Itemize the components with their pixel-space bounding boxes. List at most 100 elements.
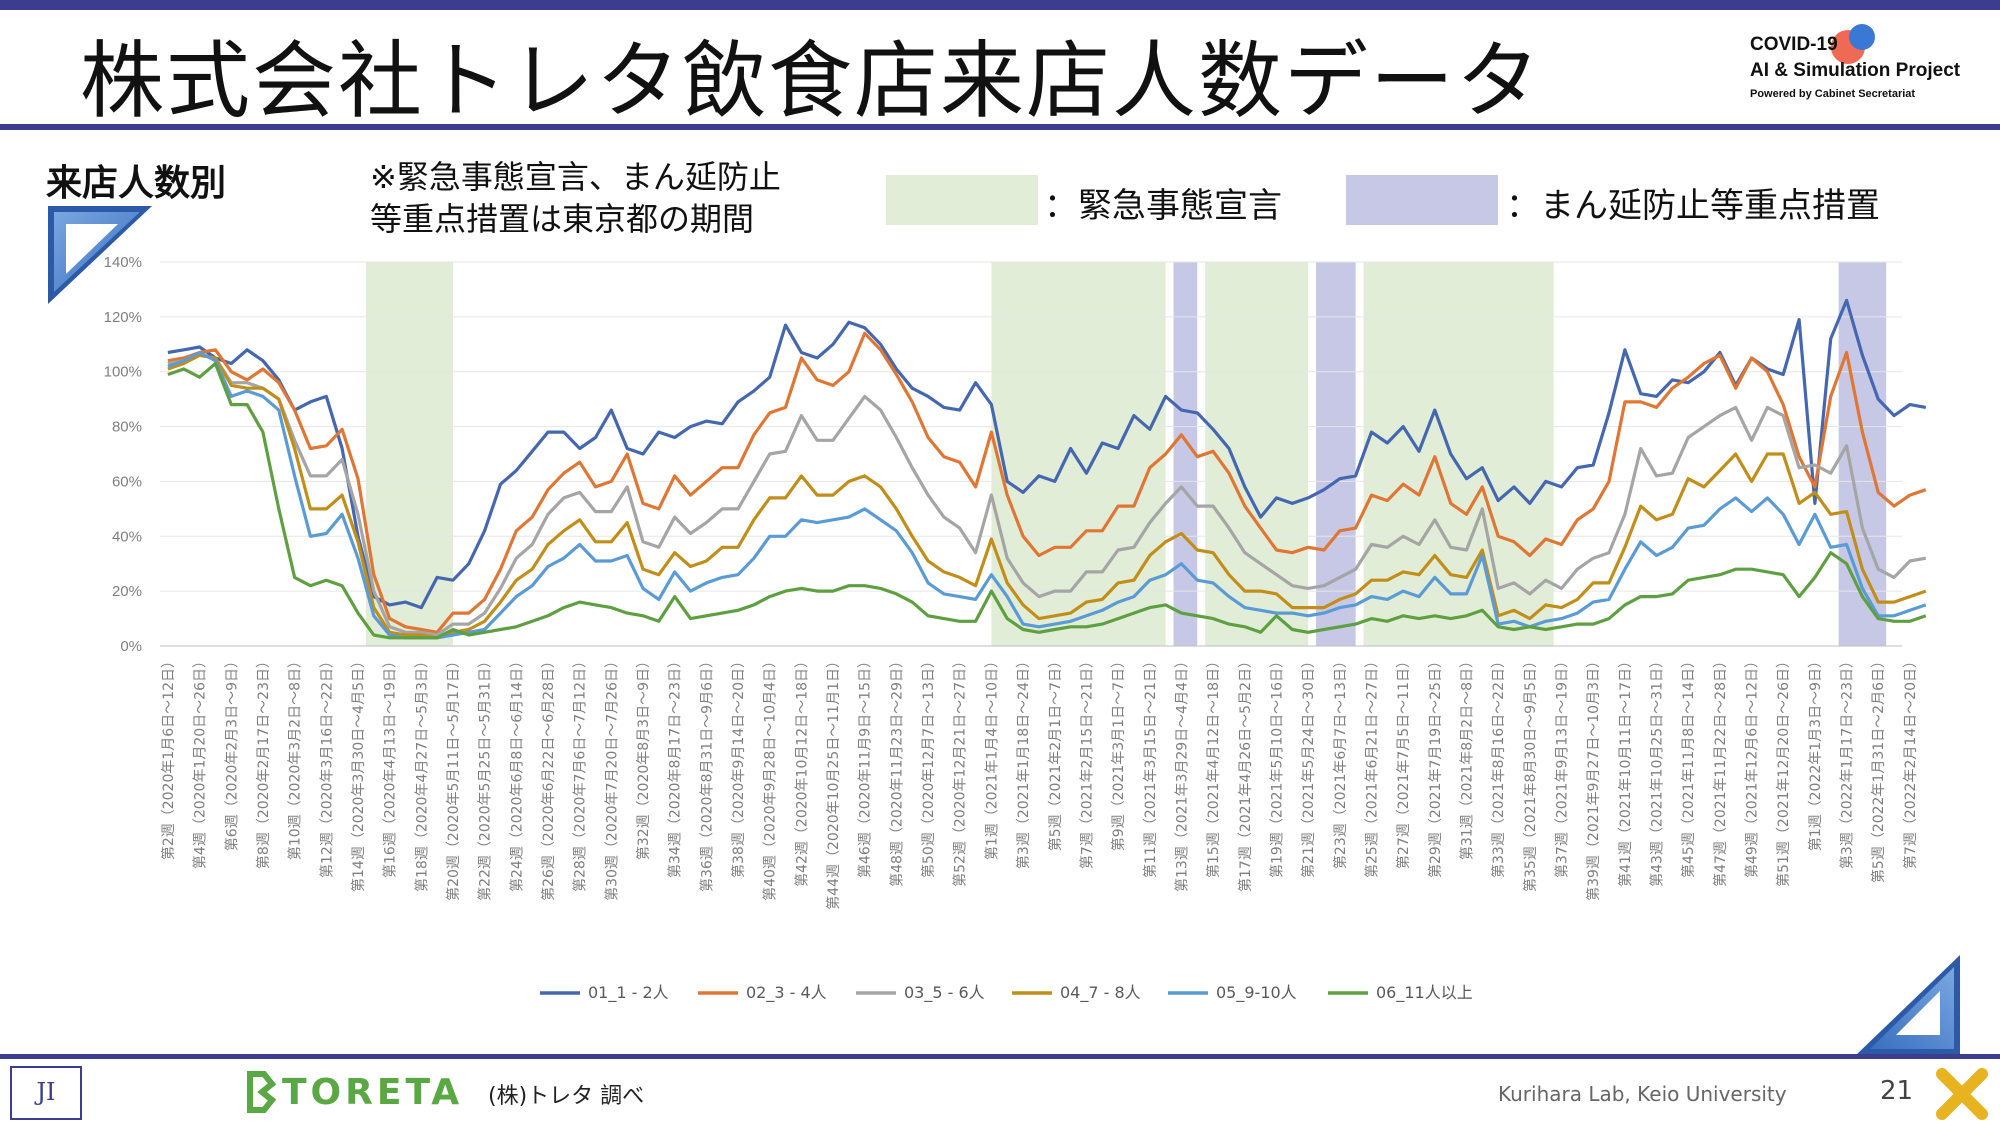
shaded-period-priority: [1173, 262, 1198, 646]
x-tick-label: 第14週（2020年3月30日～4月5日）: [350, 654, 367, 892]
x-tick-label: 第41週（2021年10月11日～17日）: [1617, 654, 1634, 887]
x-tick-label: 第43週（2021年10月25日～31日）: [1649, 654, 1666, 887]
y-tick-label: 20%: [112, 583, 142, 600]
y-tick-label: 80%: [112, 419, 142, 436]
x-tick-label: 第5週（2022年1月31日～2月6日）: [1870, 654, 1887, 883]
x-tick-label: 第47週（2021年11月22日～28日）: [1712, 654, 1729, 887]
x-tick-label: 第44週（2020年10月25日～11月1日）: [825, 654, 842, 910]
x-tick-label: 第27週（2021年7月5日～11日）: [1395, 654, 1412, 869]
x-tick-label: 第46週（2020年11月9日～15日）: [857, 654, 874, 878]
x-tick-label: 第1週（2022年1月3日～9日）: [1807, 654, 1824, 851]
x-tick-label: 第49週（2021年12月6日～12日）: [1744, 654, 1761, 878]
y-tick-label: 60%: [112, 473, 142, 490]
x-tick-label: 第29週（2021年7月19日～25日）: [1427, 654, 1444, 878]
page-title: 株式会社トレタ飲食店来店人数データ: [80, 32, 1543, 130]
emergency-legend-label: ：緊急事態宣言: [1044, 186, 1282, 226]
note-line2: 等重点措置は東京都の期間: [370, 200, 755, 238]
series-line-1: [167, 298, 1927, 610]
section-label: 来店人数別: [46, 163, 227, 204]
logo-line3: Powered by Cabinet Secretariat: [1750, 88, 1916, 100]
y-tick-label: 120%: [104, 309, 142, 326]
top-accent-bar: [0, 0, 2000, 10]
legend-label: 04_7 - 8人: [1060, 983, 1141, 1003]
x-tick-label: 第51週（2021年12月20日～26日）: [1775, 654, 1792, 887]
x-tick-label: 第26週（2020年6月22日～6月28日）: [540, 654, 557, 901]
x-tick-label: 第13週（2021年3月29日～4月4日）: [1173, 654, 1190, 892]
x-tick-label: 第8週（2020年2月17日～23日）: [255, 654, 272, 869]
x-tick-label: 第22週（2020年5月25日～5月31日）: [477, 654, 494, 901]
x-tick-label: 第19週（2021年5月10日～16日）: [1268, 654, 1285, 878]
x-tick-label: 第38週（2020年9月14日～20日）: [730, 654, 747, 878]
x-tick-label: 第42週（2020年10月12日～18日）: [793, 654, 810, 887]
x-tick-label: 第15週（2021年4月12日～18日）: [1205, 654, 1222, 878]
legend-label: 03_5 - 6人: [904, 983, 985, 1003]
covid-project-logo: COVID-19 AI & Simulation Project Powered…: [1745, 24, 1985, 118]
x-tick-label: 第10週（2020年3月2日～8日）: [287, 654, 304, 860]
period-note: ※緊急事態宣言、まん延防止 等重点措置は東京都の期間: [370, 156, 781, 240]
x-tick-label: 第9週（2021年3月1日～7日）: [1110, 654, 1127, 851]
x-tick-label: 第31週（2021年8月2日～8日）: [1459, 654, 1476, 860]
visitor-chart: 0% 20% 40% 60% 80% 100% 120% 140% 第2週（2020年1月6日～…: [104, 254, 1927, 1003]
x-tick-label: 第4週（2020年1月20日～26日）: [192, 654, 209, 869]
toreta-logo-icon: [247, 1071, 276, 1113]
x-tick-label: 第7週（2022年2月14日～20日）: [1902, 654, 1919, 869]
close-x-icon: [1936, 1068, 1988, 1120]
legend-label: 06_11人以上: [1376, 983, 1473, 1003]
shaded-period-emergency: [991, 262, 1166, 646]
priority-legend-label: ：まん延防止等重点措置: [1506, 186, 1880, 226]
y-tick-label: 100%: [104, 364, 142, 381]
corner-triangle-bottom-right: [1856, 955, 1960, 1055]
x-tick-label: 第25週（2021年6月21日～27日）: [1363, 654, 1380, 878]
toreta-logo-text: TORETA: [282, 1072, 464, 1113]
series-line-2: [167, 331, 1927, 634]
x-tick-label: 第21週（2021年5月24日～30日）: [1300, 654, 1317, 878]
x-tick-label: 第34週（2020年8月17日～23日）: [667, 654, 684, 878]
x-tick-label: 第52週（2020年12月21日～27日）: [952, 654, 969, 887]
emergency-legend-swatch: [886, 175, 1038, 225]
x-tick-label: 第35週（2021年8月30日～9月5日）: [1522, 654, 1539, 892]
x-tick-label: 第20週（2020年5月11日～5月17日）: [445, 654, 462, 901]
x-tick-label: 第40週（2020年9月28日～10月4日）: [762, 654, 779, 901]
corner-triangle-top-left: [48, 206, 152, 304]
keio-mark: JI: [10, 1066, 82, 1120]
lab-credit: Kurihara Lab, Keio University: [1498, 1082, 1787, 1106]
shaded-period-priority: [1316, 262, 1356, 646]
x-tick-label: 第3週（2022年1月17日～23日）: [1839, 654, 1856, 869]
title-divider: [0, 124, 2000, 130]
x-tick-label: 第36週（2020年8月31日～9月6日）: [698, 654, 715, 892]
x-tick-label: 第33週（2021年8月16日～22日）: [1490, 654, 1507, 878]
logo-line2: AI & Simulation Project: [1750, 60, 1961, 81]
x-tick-label: 第23週（2021年6月7日～13日）: [1332, 654, 1349, 869]
note-line1: ※緊急事態宣言、まん延防止: [370, 158, 781, 196]
x-tick-label: 第50週（2020年12月7日～13日）: [920, 654, 937, 878]
data-source: (株)トレタ 調べ: [488, 1084, 645, 1109]
x-tick-label: 第1週（2021年1月4日～10日）: [983, 654, 1000, 860]
x-tick-label: 第12週（2020年3月16日～22日）: [318, 654, 335, 878]
footer-divider: [0, 1054, 2000, 1059]
x-tick-label: 第11週（2021年3月15日～21日）: [1142, 654, 1159, 878]
x-tick-label: 第6週（2020年2月3日～9日）: [223, 654, 240, 851]
x-tick-label: 第39週（2021年9月27日～10月3日）: [1585, 654, 1602, 901]
x-tick-label: 第45週（2021年11月8日～14日）: [1680, 654, 1697, 878]
x-tick-label: 第48週（2020年11月23日～29日）: [888, 654, 905, 887]
x-tick-label: 第18週（2020年4月27日～5月3日）: [413, 654, 430, 892]
page-number: 21: [1880, 1076, 1914, 1106]
x-tick-label: 第3週（2021年1月18日～24日）: [1015, 654, 1032, 869]
x-tick-label: 第16週（2020年4月13日～19日）: [382, 654, 399, 878]
legend-label: 02_3 - 4人: [746, 983, 827, 1003]
x-tick-label: 第7週（2021年2月15日～21日）: [1078, 654, 1095, 869]
series-line-3: [167, 353, 1927, 637]
priority-legend-swatch: [1346, 175, 1498, 225]
logo-blue-dot: [1849, 24, 1875, 50]
shaded-period-emergency: [365, 262, 453, 646]
x-tick-label: 第30週（2020年7月20日～7月26日）: [603, 654, 620, 901]
x-tick-label: 第5週（2021年2月1日～7日）: [1047, 654, 1064, 851]
x-tick-label: 第17週（2021年4月26日～5月2日）: [1237, 654, 1254, 892]
x-tick-label: 第28週（2020年7月6日～7月12日）: [572, 654, 589, 892]
logo-line1: COVID-19: [1750, 34, 1838, 55]
shaded-period-emergency: [1205, 262, 1309, 646]
series-line-6: [167, 361, 1927, 640]
legend-label: 01_1 - 2人: [588, 983, 669, 1003]
x-tick-label: 第32週（2020年8月3日～9日）: [635, 654, 652, 860]
x-tick-label: 第24週（2020年6月8日～6月14日）: [508, 654, 525, 892]
